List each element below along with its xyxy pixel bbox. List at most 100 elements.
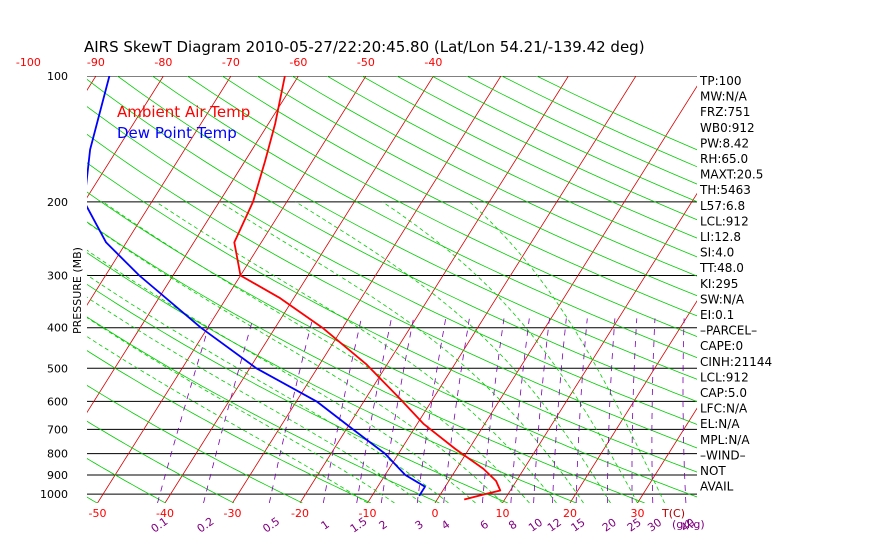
index-item: LCL:912 (700, 370, 749, 384)
dry-adiabat-line (87, 133, 697, 449)
dry-adiabat-line (187, 76, 697, 337)
top-temp-tick: -80 (154, 56, 172, 69)
top-temp-tick: -60 (289, 56, 307, 69)
dry-adiabat-line (87, 252, 577, 503)
isotherm-line (0, 76, 28, 503)
dry-adiabat-line (87, 283, 508, 503)
isotherm-line (97, 76, 367, 503)
y-axis-label: PRESSURE (MB) (71, 247, 84, 334)
top-temperature-tick-labels: -120-110-100-90-80-70-60-50-40 (16, 56, 442, 69)
moist-adiabat-lines (87, 201, 665, 503)
pressure-tick-400: 400 (47, 322, 68, 335)
index-item: KI:295 (700, 277, 738, 291)
mixing-ratio-tick: 4 (439, 518, 452, 533)
index-item: LI:12.8 (700, 230, 741, 244)
isotherm-line (434, 85, 697, 503)
mixing-ratio-line (607, 318, 616, 503)
dry-adiabat-line (117, 76, 697, 380)
isotherm-line (773, 76, 870, 503)
bottom-temp-tick: -10 (359, 507, 377, 520)
isotherm-line (87, 76, 164, 199)
index-item: TT:48.0 (699, 261, 744, 275)
pressure-tick-800: 800 (47, 448, 68, 461)
sounding-series (87, 76, 502, 501)
mixing-ratio-line (157, 318, 212, 503)
dry-adiabat-line (221, 76, 697, 317)
mixing-ratio-tick: 1 (319, 518, 332, 533)
mixing-ratio-tick: 12 (545, 516, 564, 535)
isotherm-line (367, 76, 637, 503)
moist-adiabat-line (102, 201, 530, 503)
moist-adiabat-line (87, 336, 368, 503)
dry-adiabat-line (466, 76, 697, 185)
ambient-air-temp-line (233, 76, 502, 501)
pressure-tick-700: 700 (47, 423, 68, 436)
mixing-ratio-tick: 3 (413, 518, 426, 533)
dry-adiabat-line (87, 78, 697, 403)
top-temp-tick: -40 (424, 56, 442, 69)
index-item: RH:65.0 (700, 152, 748, 166)
index-item: TH:5463 (699, 183, 751, 197)
top-temp-tick: -50 (357, 56, 375, 69)
bottom-temp-tick: 20 (563, 507, 577, 520)
pressure-tick-500: 500 (47, 362, 68, 375)
mixing-ratio-tick: 10 (526, 516, 545, 535)
index-item: NOT (700, 464, 726, 478)
index-item: CAPE:0 (700, 339, 743, 353)
dry-adiabat-line (87, 384, 303, 503)
moist-adiabat-line (155, 201, 557, 503)
bottom-temp-tick: -30 (224, 507, 242, 520)
mixing-ratio-tick: 6 (478, 518, 491, 533)
dry-adiabat-line (431, 76, 697, 203)
legend-ambient-air-temp: Ambient Air Temp (117, 103, 250, 121)
dry-adiabat-line (87, 316, 440, 503)
index-item: LCL:912 (700, 214, 749, 228)
index-item: EI:0.1 (700, 308, 734, 322)
bottom-temp-tick: -40 (156, 507, 174, 520)
moist-adiabat-line (87, 296, 422, 503)
dry-adiabat-line (87, 350, 372, 503)
chart-title: AIRS SkewT Diagram 2010-05-27/22:20:45.8… (84, 38, 645, 56)
index-item: PW:8.42 (700, 136, 749, 150)
moist-adiabat-line (87, 274, 449, 503)
isotherm-line (299, 76, 569, 503)
mixing-ratio-line (682, 318, 687, 503)
top-temp-tick: -70 (222, 56, 240, 69)
dry-adiabat-line (87, 458, 166, 503)
moist-adiabat-line (382, 201, 638, 503)
mixing-ratio-line (651, 318, 656, 503)
dry-adiabat-line (87, 162, 697, 473)
dry-adiabat-line (87, 191, 697, 498)
top-temp-tick: -90 (87, 56, 105, 69)
mixing-ratio-tick: 8 (506, 518, 519, 533)
isotherm-line (87, 76, 299, 414)
dry-adiabat-line (501, 76, 697, 168)
isotherm-line (637, 407, 697, 503)
bottom-temp-tick: 0 (432, 507, 439, 520)
index-item: CINH:21144 (700, 355, 772, 369)
pressure-tick-300: 300 (47, 270, 68, 283)
index-item: MW:N/A (700, 90, 748, 104)
isotherm-line (569, 300, 697, 503)
isotherm-line (164, 76, 434, 503)
index-item: SI:4.0 (700, 246, 734, 260)
mixing-ratio-unit: (g/kg) (672, 518, 705, 531)
legend: Ambient Air Temp Dew Point Temp (117, 103, 250, 142)
dry-adiabat-line (87, 221, 645, 503)
plot-area (0, 76, 870, 503)
moist-adiabat-line (469, 201, 665, 503)
mixing-ratio-tick: 2 (377, 518, 390, 533)
moist-adiabat-line (219, 201, 584, 503)
pressure-tick-1000: 1000 (40, 488, 68, 501)
index-item: MPL:N/A (700, 433, 750, 447)
mixing-ratio-tick: 0.5 (260, 515, 282, 536)
bottom-temp-tick: 10 (496, 507, 510, 520)
mixing-ratio-lines (157, 318, 687, 503)
bottom-temp-tick: -20 (291, 507, 309, 520)
pressure-tick-200: 200 (47, 196, 68, 209)
index-item: MAXT:20.5 (700, 168, 763, 182)
bottom-temp-tick: 30 (631, 507, 645, 520)
mixing-ratio-tick: 20 (600, 516, 619, 535)
